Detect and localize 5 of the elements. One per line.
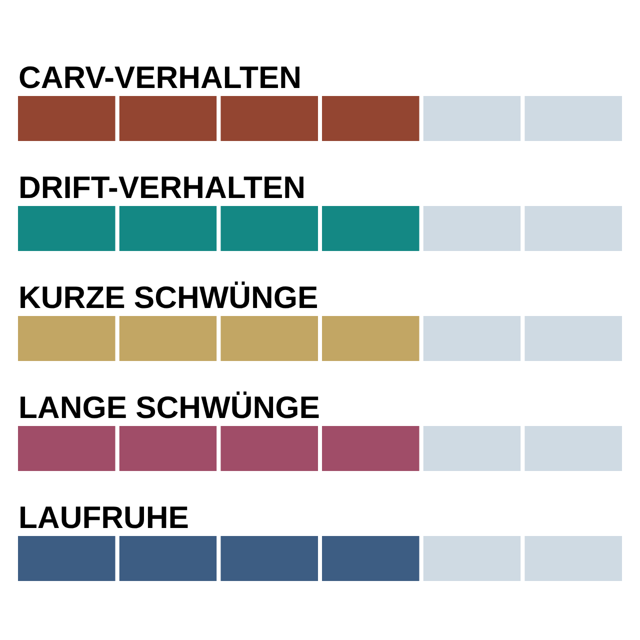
y-tick-label: CARV-VERHALTEN <box>18 60 302 95</box>
y-tick-label: KURZE SCHWÜNGE <box>18 280 318 315</box>
y-tick-label: LAUFRUHE <box>18 500 189 535</box>
y-tick-label: LANGE SCHWÜNGE <box>18 390 320 425</box>
y-tick-label: DRIFT-VERHALTEN <box>18 170 306 205</box>
